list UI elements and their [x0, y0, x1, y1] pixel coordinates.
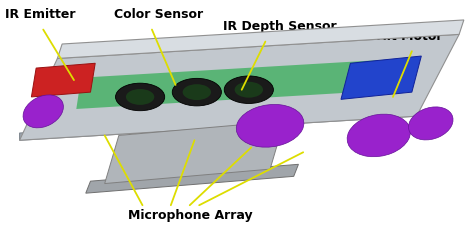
- Text: Color Sensor: Color Sensor: [114, 8, 203, 21]
- Polygon shape: [86, 164, 299, 193]
- Ellipse shape: [116, 83, 164, 111]
- Ellipse shape: [172, 78, 221, 106]
- Polygon shape: [57, 20, 464, 58]
- Text: IR Depth Sensor: IR Depth Sensor: [223, 20, 337, 33]
- Ellipse shape: [23, 95, 64, 128]
- Polygon shape: [19, 34, 459, 140]
- Ellipse shape: [126, 89, 155, 105]
- Ellipse shape: [235, 82, 263, 98]
- Ellipse shape: [224, 76, 273, 104]
- Ellipse shape: [182, 84, 211, 100]
- Polygon shape: [19, 109, 417, 140]
- Ellipse shape: [409, 107, 453, 140]
- Polygon shape: [76, 58, 407, 109]
- Polygon shape: [341, 56, 421, 99]
- Ellipse shape: [347, 114, 410, 157]
- Text: Tilt Motor: Tilt Motor: [374, 30, 443, 43]
- Polygon shape: [31, 63, 95, 97]
- Text: Microphone Array: Microphone Array: [128, 209, 253, 222]
- Text: IR Emitter: IR Emitter: [5, 8, 76, 21]
- Polygon shape: [105, 121, 284, 184]
- Ellipse shape: [236, 105, 304, 147]
